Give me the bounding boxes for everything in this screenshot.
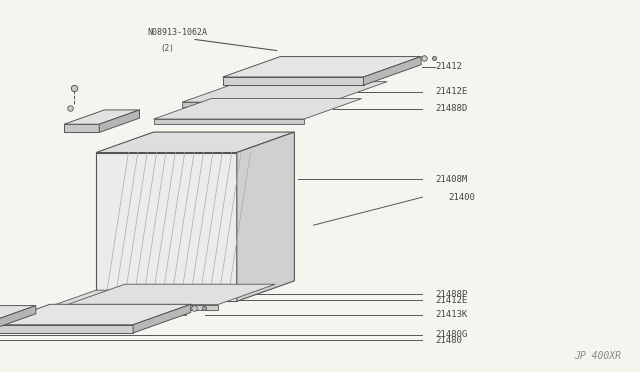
Bar — [154, 119, 304, 124]
Bar — [223, 77, 364, 85]
Polygon shape — [64, 110, 140, 124]
Polygon shape — [154, 99, 362, 119]
Text: 21488P: 21488P — [435, 290, 467, 299]
Polygon shape — [67, 284, 275, 305]
Text: 21400: 21400 — [448, 193, 475, 202]
Text: 21480: 21480 — [435, 336, 462, 345]
Bar — [38, 311, 186, 315]
Text: (2): (2) — [160, 44, 174, 53]
Text: JP 400XR: JP 400XR — [574, 351, 621, 361]
Text: 21488D: 21488D — [435, 104, 467, 113]
Polygon shape — [38, 290, 243, 311]
Polygon shape — [0, 304, 191, 325]
Bar — [67, 305, 218, 310]
Polygon shape — [364, 57, 421, 85]
Polygon shape — [96, 132, 294, 153]
Text: 21480G: 21480G — [435, 330, 467, 339]
Text: N08913-1062A: N08913-1062A — [147, 28, 207, 37]
Text: 21412: 21412 — [435, 62, 462, 71]
Polygon shape — [237, 132, 294, 301]
Polygon shape — [182, 81, 387, 102]
Polygon shape — [0, 306, 36, 328]
Text: 21413K: 21413K — [435, 310, 467, 319]
Polygon shape — [99, 110, 140, 132]
Text: 21408M: 21408M — [435, 175, 467, 184]
Bar — [64, 124, 99, 132]
Text: 21412E: 21412E — [435, 87, 467, 96]
Polygon shape — [0, 306, 36, 320]
Polygon shape — [133, 304, 191, 333]
Bar — [182, 102, 330, 107]
Bar — [96, 153, 237, 301]
Polygon shape — [223, 57, 421, 77]
Text: 21412E: 21412E — [435, 296, 467, 305]
Bar — [0, 325, 133, 333]
